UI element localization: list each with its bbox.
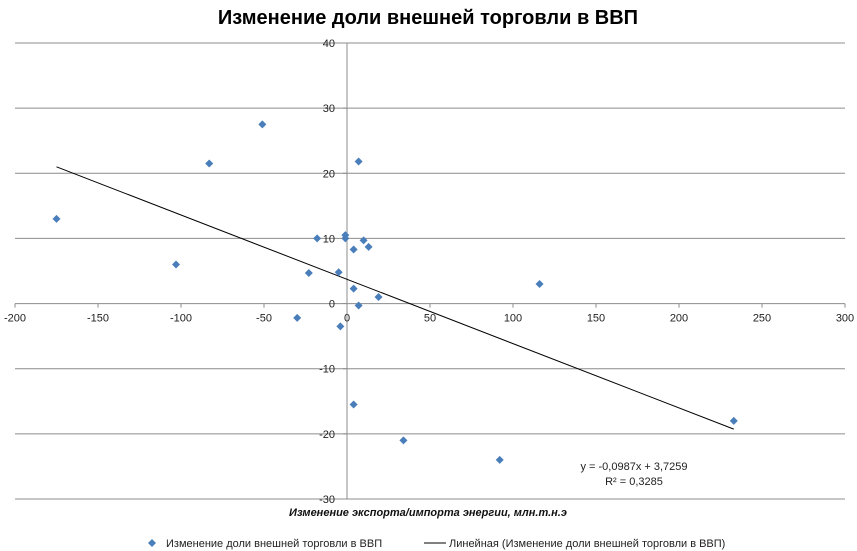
legend-label-trendline: Линейная (Изменение доли внешней торговл… bbox=[449, 538, 725, 550]
y-tick-labels: -30 -20 -10 0 10 20 30 40 bbox=[319, 38, 335, 506]
data-point bbox=[205, 159, 214, 168]
legend: Изменение доли внешней торговли в ВВП Ли… bbox=[148, 538, 725, 550]
x-tick-label: -50 bbox=[256, 313, 272, 325]
data-point bbox=[399, 436, 408, 445]
data-point bbox=[293, 313, 302, 322]
y-tick-label: -20 bbox=[319, 429, 335, 441]
x-tick-label: -100 bbox=[170, 313, 192, 325]
data-point bbox=[354, 301, 363, 310]
y-tick-label: 10 bbox=[323, 233, 335, 245]
legend-marker-diamond bbox=[148, 539, 156, 547]
trendline bbox=[56, 166, 734, 430]
data-point bbox=[334, 268, 343, 277]
axes bbox=[14, 42, 846, 500]
data-points bbox=[52, 120, 738, 464]
data-point bbox=[172, 260, 181, 269]
data-point bbox=[313, 234, 322, 243]
chart-title: Изменение доли внешней торговли в ВВП bbox=[218, 7, 638, 29]
x-tick-label: 300 bbox=[836, 313, 854, 325]
y-tick-label: 0 bbox=[329, 299, 335, 311]
x-tick-label: -200 bbox=[4, 313, 26, 325]
y-tick-label: 30 bbox=[323, 103, 335, 115]
x-tick-label: 100 bbox=[504, 313, 522, 325]
data-point bbox=[349, 245, 358, 254]
y-tick-label: 40 bbox=[323, 38, 335, 50]
legend-item-trendline: Линейная (Изменение доли внешней торговл… bbox=[424, 538, 725, 550]
data-point bbox=[354, 157, 363, 166]
data-point bbox=[364, 242, 373, 251]
y-tick-label: -30 bbox=[319, 494, 335, 506]
legend-label-scatter: Изменение доли внешней торговли в ВВП bbox=[166, 538, 382, 550]
trendline-r-squared: R² = 0,3285 bbox=[605, 476, 663, 488]
data-point bbox=[52, 214, 61, 223]
trendline-equation: y = -0,0987x + 3,7259 bbox=[580, 461, 687, 473]
data-point bbox=[258, 120, 267, 129]
data-point bbox=[336, 322, 345, 331]
data-point bbox=[304, 268, 313, 277]
legend-item-scatter: Изменение доли внешней торговли в ВВП bbox=[148, 538, 382, 550]
data-point bbox=[359, 236, 368, 245]
data-point bbox=[349, 284, 358, 293]
gridlines bbox=[15, 42, 845, 500]
data-point bbox=[495, 455, 504, 464]
data-point bbox=[349, 400, 358, 409]
x-tick-label: 250 bbox=[753, 313, 771, 325]
data-point bbox=[374, 293, 383, 302]
x-tick-labels: -200 -150 -100 -50 0 50 100 150 200 250 300 bbox=[4, 313, 854, 325]
x-tick-label: -150 bbox=[87, 313, 109, 325]
x-tick-label: 150 bbox=[587, 313, 605, 325]
data-point bbox=[729, 416, 738, 425]
x-tick-label: 200 bbox=[670, 313, 688, 325]
data-point bbox=[535, 280, 544, 289]
y-tick-label: -10 bbox=[319, 364, 335, 376]
data-point bbox=[341, 231, 350, 240]
trendline-group bbox=[56, 166, 734, 430]
x-tick-label: 0 bbox=[344, 313, 350, 325]
x-tick-label: 50 bbox=[424, 313, 436, 325]
y-tick-label: 20 bbox=[323, 168, 335, 180]
x-axis-label: Изменение экспорта/импорта энергии, млн.… bbox=[289, 507, 567, 519]
